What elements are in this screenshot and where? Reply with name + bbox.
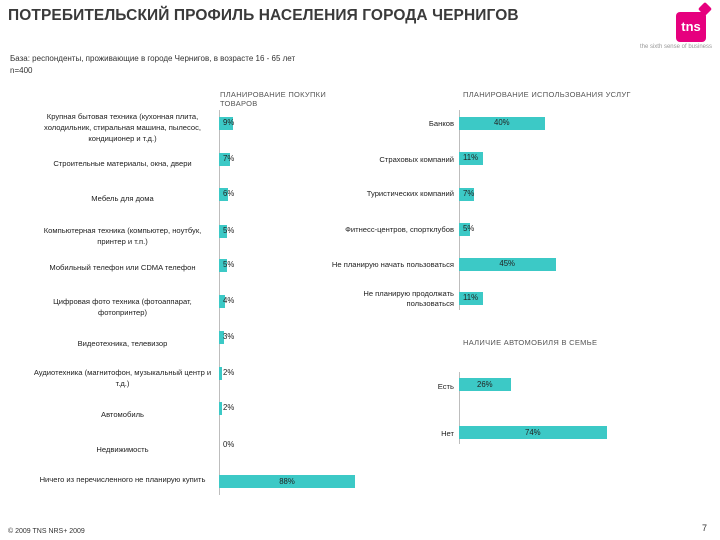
category-label: Не планирую начать пользоваться [331, 260, 454, 269]
value-label: 2% [223, 403, 235, 412]
car-chart-title: НАЛИЧИЕ АВТОМОБИЛЯ В СЕМЬЕ [463, 338, 598, 347]
category-label: Компьютерная техника (компьютер, ноутбук… [43, 226, 202, 246]
bar [219, 475, 356, 488]
bar [219, 367, 223, 380]
bar [459, 378, 511, 391]
value-label: 74% [525, 428, 541, 437]
category-label: Есть [437, 382, 454, 391]
category-label: Не планирую продолжать пользоваться [363, 289, 454, 308]
bar [219, 117, 233, 130]
bar [219, 331, 224, 344]
category-label: Недвижимость [96, 445, 149, 454]
bar [219, 259, 227, 272]
value-label: 9% [223, 118, 235, 127]
bar [459, 292, 483, 305]
bar [459, 152, 483, 165]
value-label: 26% [477, 380, 493, 389]
value-label: 11% [463, 293, 479, 302]
category-label: Страховых компаний [379, 155, 454, 164]
value-label: 4% [223, 296, 235, 305]
category-label: Туристических компаний [366, 189, 454, 198]
category-label: Фитнесс-центров, спортклубов [345, 225, 454, 234]
category-label: Аудиотехника (магнитофон, музыкальный це… [33, 368, 212, 388]
bar [219, 225, 227, 238]
value-label: 88% [279, 477, 295, 486]
value-label: 5% [223, 226, 235, 235]
page-number: 7 [702, 523, 708, 533]
page-title: ПОТРЕБИТЕЛЬСКИЙ ПРОФИЛЬ НАСЕЛЕНИЯ ГОРОДА… [8, 7, 519, 24]
sample-size: n=400 [10, 66, 33, 75]
category-label: Видеотехника, телевизор [77, 339, 168, 348]
car-axis [459, 372, 460, 444]
category-label: Ничего из перечисленного не планирую куп… [39, 475, 206, 484]
value-label: 5% [223, 260, 235, 269]
value-label: 40% [494, 118, 510, 127]
category-label: Цифровая фото техника (фотоаппарат, фото… [53, 297, 192, 317]
base-note: База: респонденты, проживающие в городе … [10, 54, 296, 63]
category-label: Строительные материалы, окна, двери [53, 159, 192, 168]
services-axis [459, 110, 460, 310]
value-label: 11% [463, 153, 479, 162]
value-label: 7% [223, 154, 235, 163]
bar [459, 426, 607, 439]
value-label: 7% [463, 189, 475, 198]
value-label: 45% [499, 259, 515, 268]
services-chart-title: ПЛАНИРОВАНИЕ ИСПОЛЬЗОВАНИЯ УСЛУГ [463, 90, 631, 99]
value-label: 6% [223, 189, 235, 198]
category-label: Банков [428, 119, 454, 128]
category-label: Мебель для дома [91, 194, 154, 203]
bar [459, 258, 556, 271]
purchase-chart-title: ПЛАНИРОВАНИЕ ПОКУПКИ ТОВАРОВ [220, 90, 327, 108]
bar [219, 402, 223, 415]
value-label: 2% [223, 368, 235, 377]
category-label: Нет [441, 429, 454, 438]
bar [459, 117, 545, 130]
bar [219, 153, 230, 166]
category-label: Крупная бытовая техника (кухонная плита,… [43, 112, 202, 143]
bar [459, 223, 470, 236]
category-label: Мобильный телефон или CDMA телефон [49, 263, 196, 272]
bar [219, 188, 229, 201]
category-label: Автомобиль [101, 410, 144, 419]
value-label: 3% [223, 332, 235, 341]
bar [219, 295, 226, 308]
value-label: 5% [463, 224, 475, 233]
value-label: 0% [223, 440, 235, 449]
logo-tagline: the sixth sense of business [639, 44, 712, 50]
bar [459, 188, 475, 201]
tns-logo: tns [676, 12, 706, 42]
copyright: © 2009 TNS NRS+ 2009 [8, 528, 85, 535]
